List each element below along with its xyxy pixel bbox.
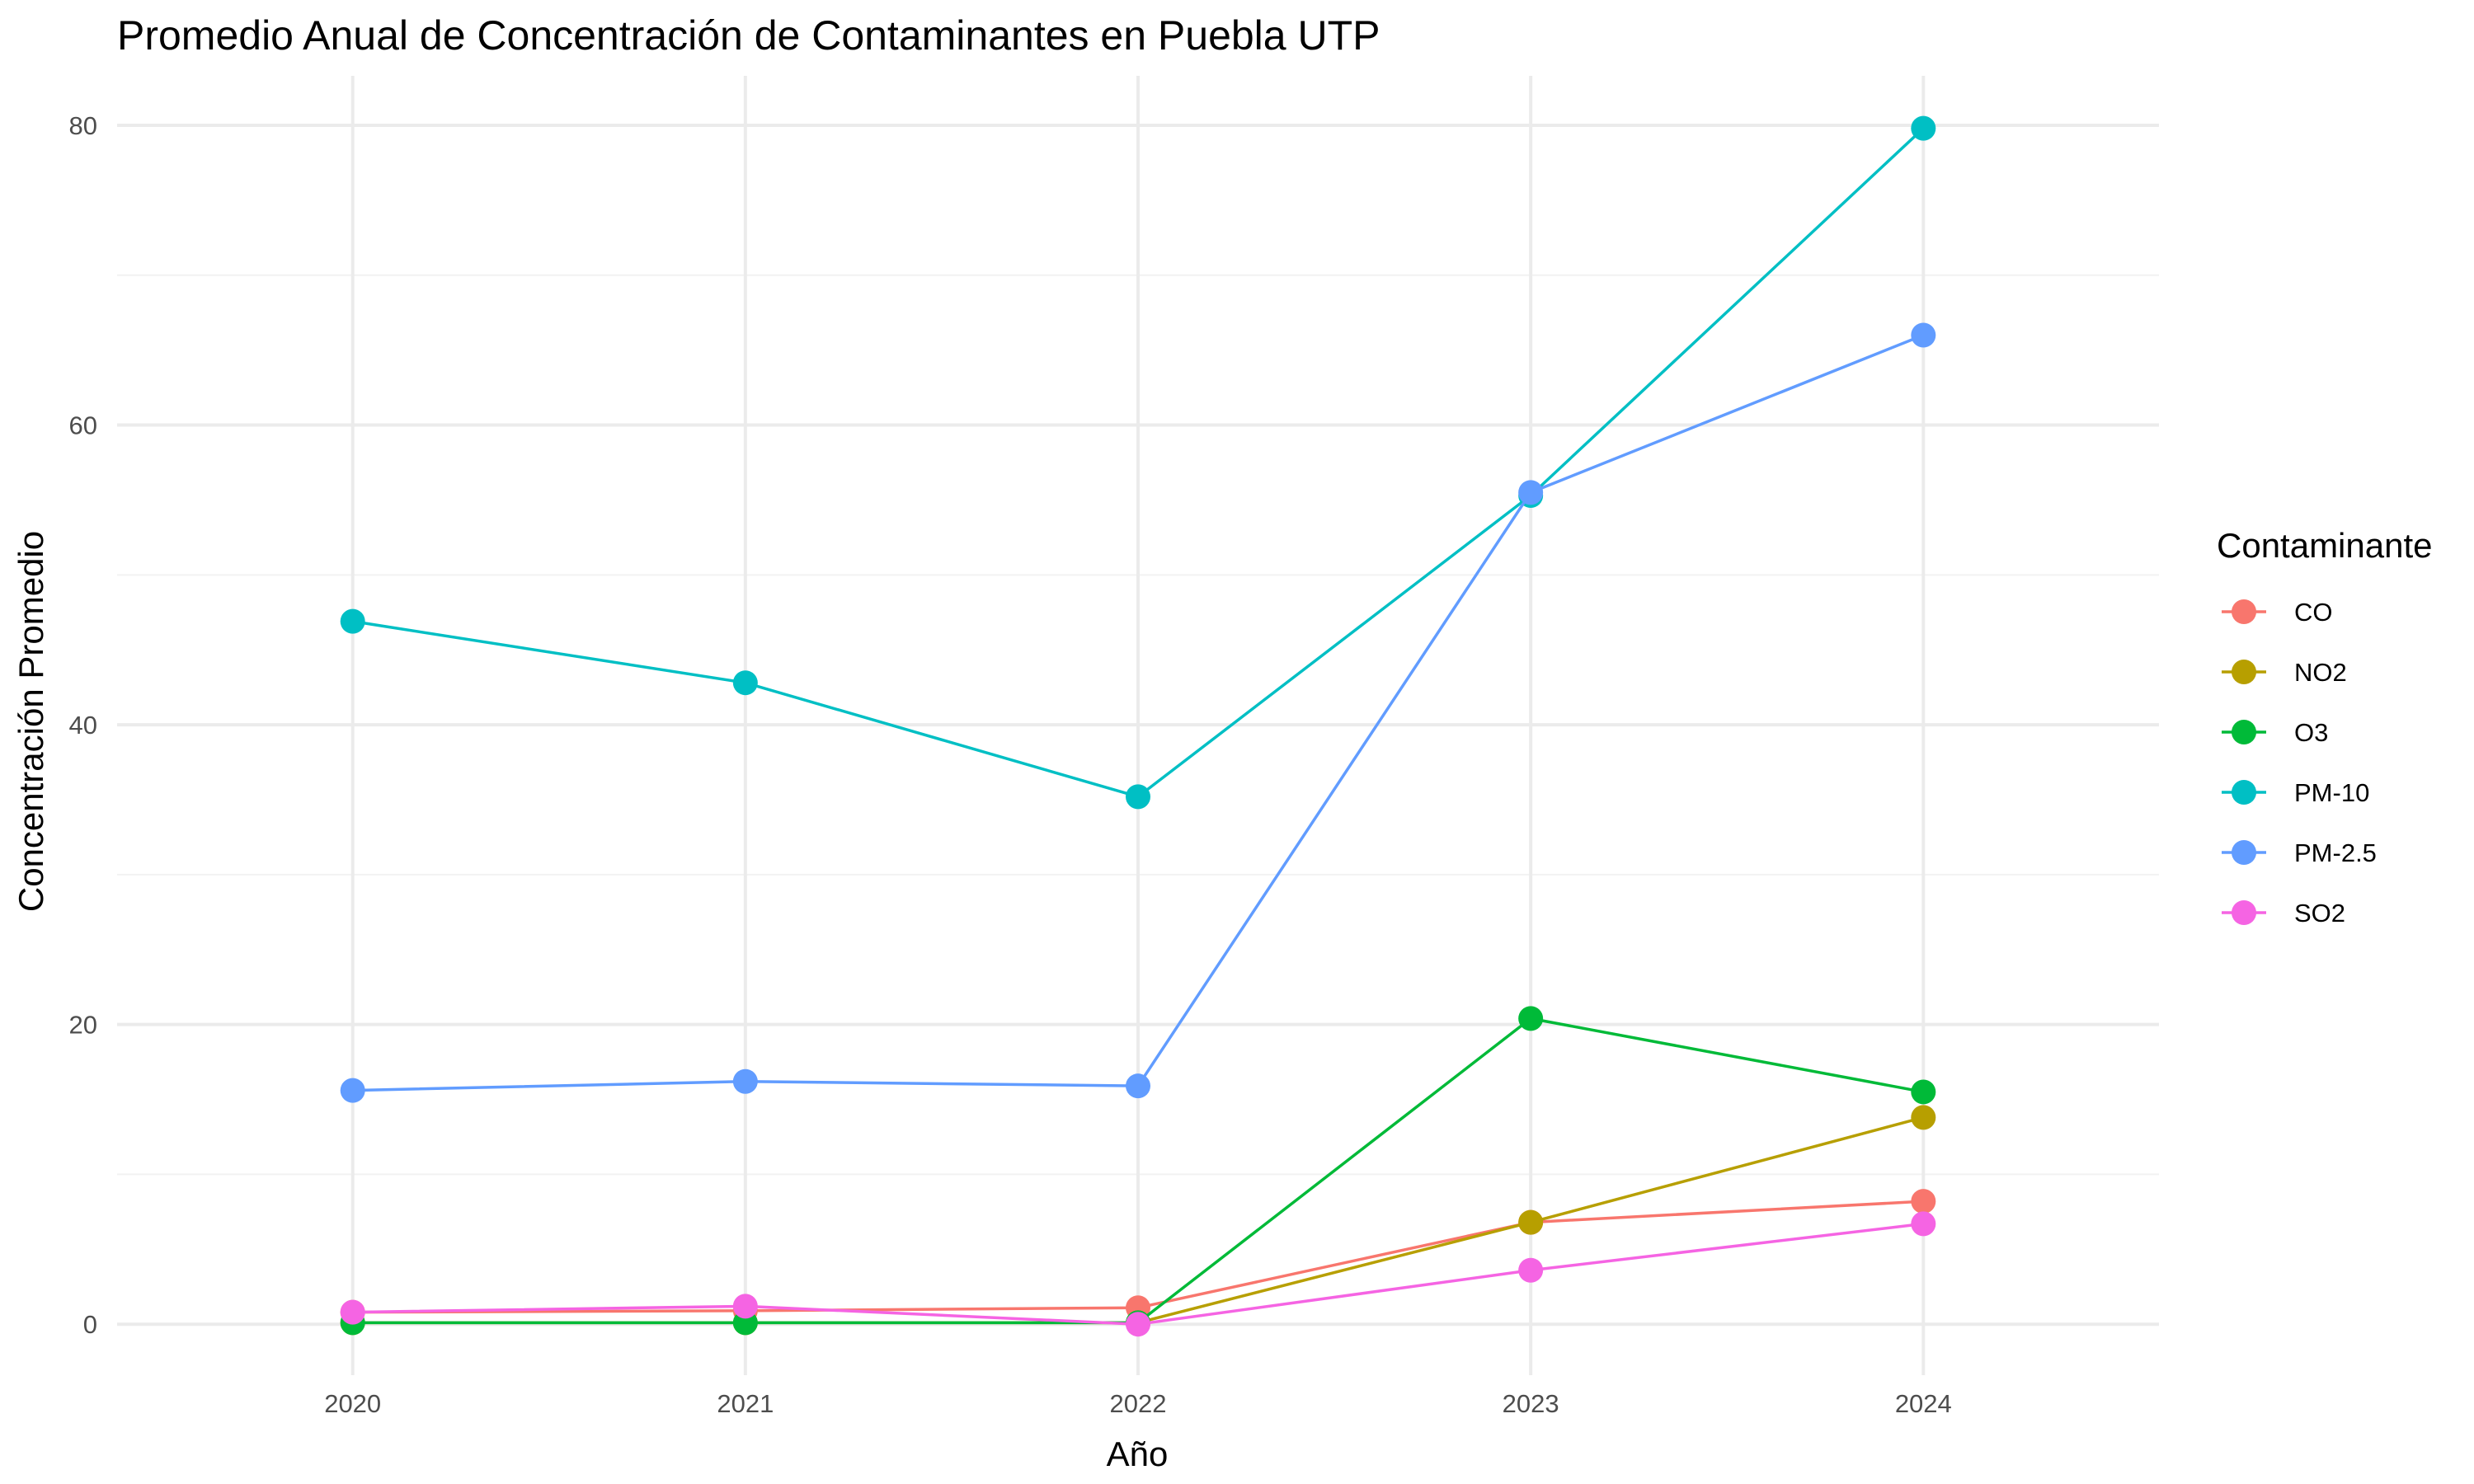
data-point xyxy=(1126,1312,1150,1337)
legend-key-point xyxy=(2232,599,2256,624)
series-layer xyxy=(340,115,1936,1337)
y-tick-label: 20 xyxy=(69,1011,97,1040)
data-point xyxy=(1518,1209,1544,1235)
legend-item: PM-10 xyxy=(2222,778,2369,807)
grid xyxy=(117,76,2159,1375)
legend-key-point xyxy=(2232,840,2256,865)
data-point xyxy=(1911,1079,1936,1105)
legend-label: CO xyxy=(2294,598,2333,627)
data-point xyxy=(1126,1073,1150,1099)
y-axis-title: Concentración Promedio xyxy=(12,531,50,912)
data-point xyxy=(1518,1257,1544,1283)
data-point xyxy=(1911,322,1936,348)
legend-label: O3 xyxy=(2294,718,2328,747)
series-pm-2-5 xyxy=(340,322,1936,1103)
y-tick-label: 40 xyxy=(69,711,97,740)
y-axis-ticks: 0 20 40 60 80 xyxy=(69,111,97,1339)
data-point xyxy=(732,1294,758,1319)
y-tick-label: 0 xyxy=(83,1310,97,1339)
data-point xyxy=(340,1078,365,1103)
data-point xyxy=(340,608,365,634)
data-point xyxy=(1911,1211,1936,1237)
legend-item: CO xyxy=(2222,598,2333,627)
legend-key-point xyxy=(2232,780,2256,805)
data-point xyxy=(1911,1105,1936,1130)
x-tick-label: 2023 xyxy=(1503,1389,1559,1418)
chart-title: Promedio Anual de Concentración de Conta… xyxy=(117,12,1380,59)
legend-label: SO2 xyxy=(2294,899,2345,928)
data-point xyxy=(1911,1189,1936,1214)
x-tick-label: 2021 xyxy=(717,1389,774,1418)
legend-item: NO2 xyxy=(2222,658,2347,687)
legend-label: PM-10 xyxy=(2294,778,2369,807)
legend: Contaminante CO NO2 O3 PM-10 PM-2.5 SO2 xyxy=(2217,526,2433,928)
legend-key-point xyxy=(2232,900,2256,925)
x-axis-title: Año xyxy=(1107,1435,1169,1473)
legend-label: PM-2.5 xyxy=(2294,838,2377,867)
data-point xyxy=(1518,480,1544,505)
legend-item: O3 xyxy=(2222,718,2328,747)
legend-item: SO2 xyxy=(2222,899,2345,928)
series-so2 xyxy=(340,1211,1936,1337)
data-point xyxy=(1126,784,1150,810)
data-point xyxy=(1518,1006,1544,1031)
legend-label: NO2 xyxy=(2294,658,2347,687)
legend-key-point xyxy=(2232,660,2256,684)
legend-item: PM-2.5 xyxy=(2222,838,2377,867)
data-point xyxy=(340,1299,365,1325)
x-tick-label: 2020 xyxy=(324,1389,381,1418)
data-point xyxy=(1911,115,1936,141)
x-tick-label: 2024 xyxy=(1895,1389,1952,1418)
x-axis-ticks: 2020 2021 2022 2023 2024 xyxy=(324,1389,1952,1418)
data-point xyxy=(732,1068,758,1094)
legend-title: Contaminante xyxy=(2217,526,2433,565)
legend-items: CO NO2 O3 PM-10 PM-2.5 SO2 xyxy=(2222,598,2377,928)
y-tick-label: 60 xyxy=(69,411,97,440)
legend-key-point xyxy=(2232,720,2256,744)
x-tick-label: 2022 xyxy=(1110,1389,1167,1418)
data-point xyxy=(732,670,758,696)
y-tick-label: 80 xyxy=(69,111,97,140)
